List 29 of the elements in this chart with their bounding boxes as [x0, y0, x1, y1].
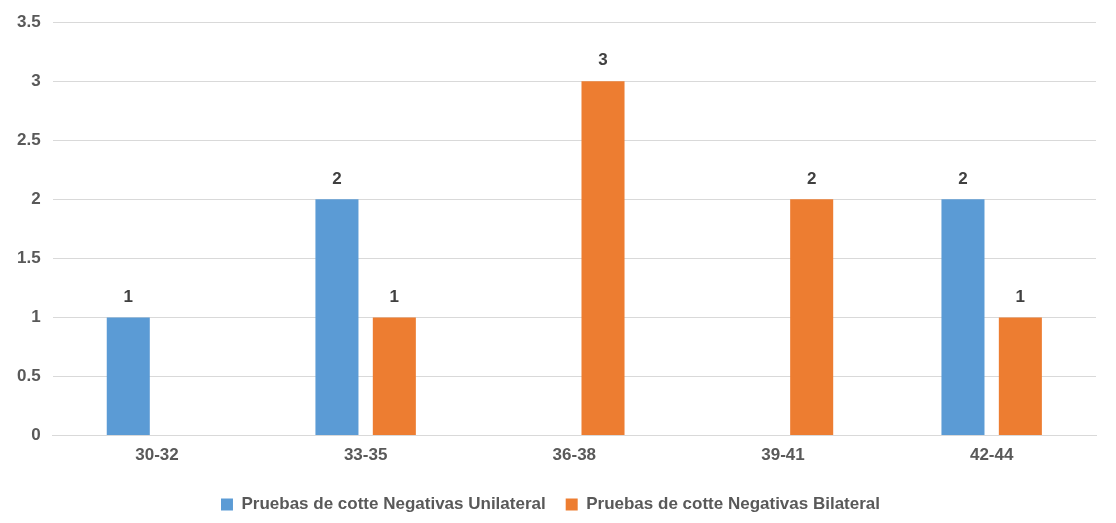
bar [998, 317, 1042, 436]
y-tick-label: 0.5 [16, 366, 41, 386]
x-tick-label: 33-35 [343, 445, 388, 465]
bar [581, 81, 625, 436]
data-label: 1 [1015, 286, 1026, 306]
bar [372, 317, 416, 436]
legend-label: Pruebas de cotte Negativas Bilateral [586, 494, 881, 514]
data-label: 2 [332, 168, 342, 188]
y-tick-label: 1.5 [16, 248, 41, 268]
y-tick-label: 2 [31, 189, 41, 209]
y-tick-label: 0 [31, 425, 41, 445]
x-tick-label: 30-32 [135, 445, 179, 465]
bar [790, 199, 834, 436]
y-tick-label: 3 [31, 70, 41, 90]
bar [941, 199, 985, 436]
x-tick-label: 39-41 [761, 445, 805, 465]
x-tick-label: 42-44 [969, 445, 1014, 465]
data-label: 1 [123, 286, 134, 306]
bar [315, 199, 359, 436]
data-label: 1 [389, 286, 400, 306]
legend-label: Pruebas de cotte Negativas Unilateral [241, 494, 546, 514]
y-tick-label: 3.5 [16, 11, 41, 31]
data-label: 2 [958, 168, 968, 188]
x-tick-label: 36-38 [552, 445, 597, 465]
data-label: 3 [598, 50, 608, 70]
y-tick-label: 2.5 [16, 130, 41, 149]
data-label: 2 [806, 168, 817, 188]
y-tick-label: 1 [31, 307, 41, 327]
bar [106, 317, 150, 436]
